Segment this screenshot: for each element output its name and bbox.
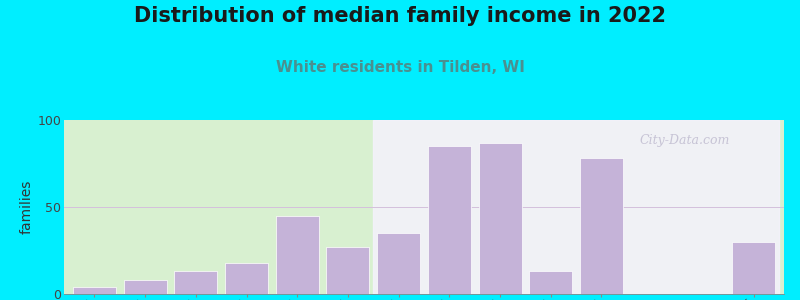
Bar: [174, 272, 218, 294]
Y-axis label: families: families: [19, 180, 33, 234]
Bar: [530, 272, 572, 294]
Bar: [374, 120, 779, 294]
Bar: [73, 287, 116, 294]
Bar: [428, 146, 471, 294]
Text: City-Data.com: City-Data.com: [640, 134, 730, 147]
Text: White residents in Tilden, WI: White residents in Tilden, WI: [275, 60, 525, 75]
Bar: [580, 158, 623, 294]
Bar: [326, 247, 370, 294]
Bar: [478, 142, 522, 294]
Text: Distribution of median family income in 2022: Distribution of median family income in …: [134, 6, 666, 26]
Bar: [225, 263, 268, 294]
Bar: [732, 242, 775, 294]
Bar: [276, 216, 318, 294]
Bar: [377, 233, 420, 294]
Bar: [123, 280, 166, 294]
